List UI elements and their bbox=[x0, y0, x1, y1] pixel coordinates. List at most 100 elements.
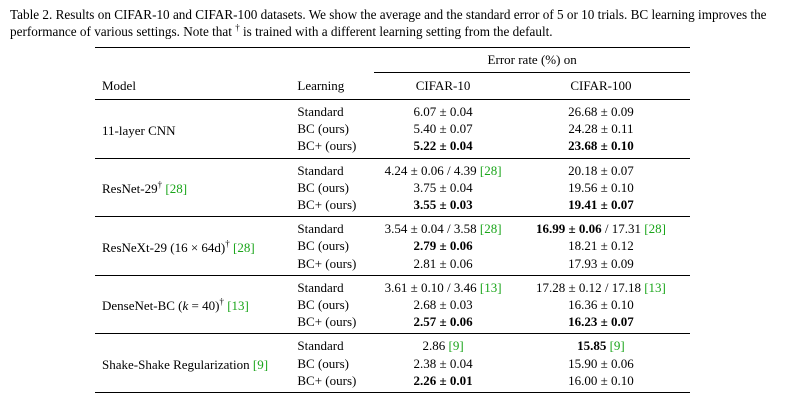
table-row: Shake-Shake Regularization [9] Standard 2.… bbox=[95, 333, 690, 372]
citation-link[interactable]: [9] bbox=[609, 338, 625, 354]
cell-text: 6.07 ± 0.04 bbox=[413, 104, 473, 120]
cell-text: 16.36 ± 0.10 bbox=[568, 296, 634, 312]
cell-text: 2.68 ± 0.03 bbox=[413, 296, 473, 312]
cell-text: 2.81 ± 0.06 bbox=[413, 255, 473, 271]
cell-text: 16.23 ± 0.07 bbox=[568, 314, 634, 330]
learning-cell: Standard bbox=[297, 104, 344, 120]
cell-text: 3.61 ± 0.10 / 3.46 bbox=[384, 279, 480, 295]
learning-cell: BC+ (ours) bbox=[297, 255, 357, 271]
cell-text: 3.75 ± 0.04 bbox=[413, 179, 473, 195]
cifar10-header: CIFAR-10 bbox=[415, 78, 471, 93]
learning-cell: BC+ (ours) bbox=[297, 314, 357, 330]
model-name-cell: Shake-Shake Regularization [9] bbox=[95, 334, 297, 393]
cifar10-cell: 2.79 ± 0.06 bbox=[374, 237, 512, 254]
cell-text: 17.28 ± 0.12 / 17.18 bbox=[535, 279, 645, 295]
cell-text: 26.68 ± 0.09 bbox=[568, 104, 634, 120]
cell-text: k bbox=[182, 298, 189, 314]
caption-label: Table 2. bbox=[10, 7, 53, 22]
cell-text: 2.26 ± 0.01 bbox=[413, 372, 473, 388]
learning-cell: Standard bbox=[297, 221, 344, 237]
cifar10-cell: 5.22 ± 0.04 bbox=[374, 137, 512, 158]
cifar100-cell: 15.85 [9] bbox=[512, 334, 690, 355]
table-row: 11-layer CNN Standard 6.07 ± 0.04 26.68 ± 0… bbox=[95, 99, 690, 138]
cifar100-cell: 23.68 ± 0.10 bbox=[512, 137, 690, 158]
table-row: BC+ (ours) 2.57 ± 0.06 16.23 ± 0.07 bbox=[95, 313, 690, 334]
cifar10-cell: 3.61 ± 0.10 / 3.46 [13] bbox=[374, 275, 512, 296]
cifar100-cell: 19.41 ± 0.07 bbox=[512, 196, 690, 217]
cifar100-cell: 17.93 ± 0.09 bbox=[512, 255, 690, 276]
learning-cell: BC+ (ours) bbox=[297, 372, 357, 388]
citation-link[interactable]: [9] bbox=[252, 357, 269, 373]
table-body: 11-layer CNN Standard 6.07 ± 0.04 26.68 ± 0… bbox=[95, 99, 690, 393]
cell-text: 18.21 ± 0.12 bbox=[568, 238, 634, 254]
citation-link[interactable]: [13] bbox=[227, 298, 249, 314]
cifar10-cell: 2.81 ± 0.06 bbox=[374, 255, 512, 276]
cifar100-cell: 17.28 ± 0.12 / 17.18 [13] bbox=[512, 275, 690, 296]
cifar100-cell: 24.28 ± 0.11 bbox=[512, 120, 690, 137]
cifar10-cell: 5.40 ± 0.07 bbox=[374, 120, 512, 137]
citation-link[interactable]: [28] bbox=[232, 239, 255, 255]
model-name-cell: ResNeXt-29 (16 × 64d)† [28] bbox=[95, 217, 297, 276]
cell-text: ResNet-29 bbox=[102, 181, 158, 197]
learning-cell: BC (ours) bbox=[297, 179, 350, 195]
citation-link[interactable]: [28] bbox=[479, 221, 502, 237]
cifar10-cell: 2.57 ± 0.06 bbox=[374, 313, 512, 334]
cell-text: Shake-Shake Regularization bbox=[102, 357, 253, 373]
cifar100-cell: 16.23 ± 0.07 bbox=[512, 313, 690, 334]
citation-link[interactable]: [13] bbox=[479, 279, 502, 295]
cell-text: DenseNet-BC ( bbox=[102, 298, 183, 314]
table-row: BC (ours) 2.79 ± 0.06 18.21 ± 0.12 bbox=[95, 237, 690, 254]
table-row: ResNeXt-29 (16 × 64d)† [28] Standard 3.54 … bbox=[95, 216, 690, 255]
table-caption: Table 2. Results on CIFAR-10 and CIFAR-1… bbox=[10, 6, 792, 40]
table-row: DenseNet-BC (k = 40)† [13] Standard 3.61 ±… bbox=[95, 275, 690, 313]
model-header: Model bbox=[102, 77, 136, 93]
table-row: BC+ (ours) 5.22 ± 0.04 23.68 ± 0.10 bbox=[95, 137, 690, 158]
cell-text: 19.56 ± 0.10 bbox=[568, 179, 634, 195]
cell-text: ResNeXt-29 (16 × 64d) bbox=[102, 239, 226, 255]
learning-cell: Standard bbox=[297, 162, 344, 178]
citation-link[interactable]: [28] bbox=[644, 221, 666, 237]
cell-text: 15.90 ± 0.06 bbox=[568, 355, 634, 371]
caption-dagger: † bbox=[235, 22, 240, 33]
cell-text: 4.24 ± 0.06 / 4.39 bbox=[384, 162, 480, 178]
cifar100-cell: 18.21 ± 0.12 bbox=[512, 237, 690, 254]
cell-text: 2.86 bbox=[422, 338, 449, 354]
learning-cell: BC (ours) bbox=[297, 121, 350, 137]
cifar100-cell: 20.18 ± 0.07 bbox=[512, 158, 690, 179]
learning-cell: BC+ (ours) bbox=[297, 197, 357, 213]
cell-text: 3.54 ± 0.04 / 3.58 bbox=[384, 221, 480, 237]
cell-text: 15.85 bbox=[577, 338, 607, 354]
learning-cell: BC+ (ours) bbox=[297, 138, 357, 154]
citation-link[interactable]: [28] bbox=[165, 181, 188, 197]
cell-text: / 17.31 bbox=[601, 221, 645, 237]
cell-text: 5.40 ± 0.07 bbox=[413, 121, 473, 137]
learning-cell: Standard bbox=[297, 338, 344, 354]
cell-text: 11-layer CNN bbox=[102, 122, 176, 138]
cell-text: 2.79 ± 0.06 bbox=[413, 238, 473, 254]
model-name-cell: ResNet-29† [28] bbox=[95, 158, 297, 217]
citation-link[interactable]: [28] bbox=[479, 162, 502, 178]
header-row: Model Learning CIFAR-10 CIFAR-100 bbox=[95, 73, 690, 100]
cifar10-cell: 2.68 ± 0.03 bbox=[374, 296, 512, 313]
citation-link[interactable]: [9] bbox=[448, 338, 464, 354]
cell-text: 19.41 ± 0.07 bbox=[568, 197, 634, 213]
cell-text: = 40) bbox=[188, 298, 220, 314]
table-row: BC (ours) 2.38 ± 0.04 15.90 ± 0.06 bbox=[95, 354, 690, 371]
model-name-cell: 11-layer CNN bbox=[95, 100, 297, 159]
cifar100-cell: 26.68 ± 0.09 bbox=[512, 100, 690, 121]
table-row: BC (ours) 5.40 ± 0.07 24.28 ± 0.11 bbox=[95, 120, 690, 137]
table-row: BC+ (ours) 2.81 ± 0.06 17.93 ± 0.09 bbox=[95, 255, 690, 276]
cell-text: 2.38 ± 0.04 bbox=[413, 355, 473, 371]
cell-text: 3.55 ± 0.03 bbox=[413, 197, 473, 213]
learning-header: Learning bbox=[297, 77, 345, 93]
cifar100-cell: 16.36 ± 0.10 bbox=[512, 296, 690, 313]
caption-text: Results on CIFAR-10 and CIFAR-100 datase… bbox=[10, 7, 767, 39]
model-name-cell: DenseNet-BC (k = 40)† [13] bbox=[95, 275, 297, 334]
cell-text: 17.93 ± 0.09 bbox=[568, 255, 634, 271]
caption-text-end: is trained with a different learning set… bbox=[239, 24, 553, 39]
cifar100-cell: 19.56 ± 0.10 bbox=[512, 179, 690, 196]
citation-link[interactable]: [13] bbox=[644, 279, 666, 295]
table-row: ResNet-29† [28] Standard 4.24 ± 0.06 / 4.3… bbox=[95, 158, 690, 196]
header-group-row: Error rate (%) on bbox=[95, 47, 690, 73]
learning-cell: BC (ours) bbox=[297, 355, 350, 371]
